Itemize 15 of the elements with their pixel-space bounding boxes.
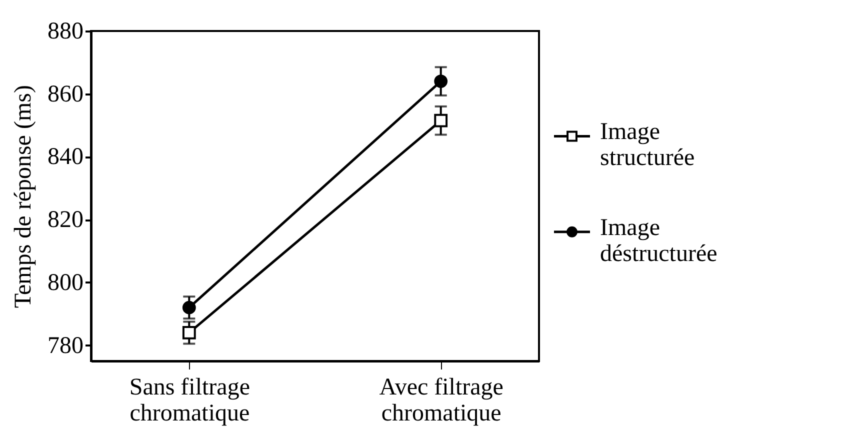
legend-label: Image déstructurée <box>600 214 718 267</box>
y-tick-label: 780 <box>48 332 84 359</box>
point <box>182 326 196 340</box>
point <box>182 300 196 314</box>
y-tick-label: 800 <box>48 270 84 296</box>
x-tick-label: Avec filtrage chromatique <box>379 374 504 426</box>
x-tick-label: Sans filtrage chromatique <box>129 374 250 426</box>
y-tick-label: 880 <box>48 18 84 44</box>
y-tick-label: 860 <box>48 81 84 108</box>
y-tick-label: 840 <box>48 144 84 170</box>
point <box>434 114 448 128</box>
y-axis-title: Temps de réponse (ms) <box>10 85 36 308</box>
point <box>434 74 448 88</box>
y-tick-label: 820 <box>48 207 84 234</box>
legend-label: Image structurée <box>600 119 695 172</box>
